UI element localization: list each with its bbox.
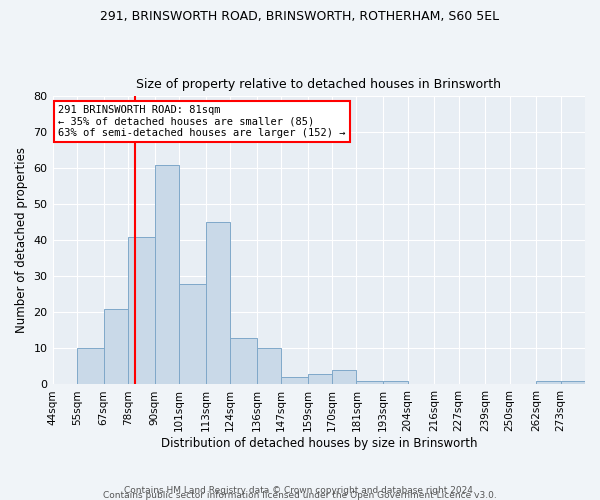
Text: Contains public sector information licensed under the Open Government Licence v3: Contains public sector information licen… xyxy=(103,490,497,500)
Bar xyxy=(536,381,560,384)
Bar xyxy=(281,378,308,384)
Bar xyxy=(560,381,585,384)
Title: Size of property relative to detached houses in Brinsworth: Size of property relative to detached ho… xyxy=(136,78,501,91)
Bar xyxy=(77,348,104,384)
Bar xyxy=(257,348,281,384)
Bar xyxy=(206,222,230,384)
Bar xyxy=(356,381,383,384)
Bar xyxy=(155,165,179,384)
Bar xyxy=(230,338,257,384)
Bar xyxy=(332,370,356,384)
X-axis label: Distribution of detached houses by size in Brinsworth: Distribution of detached houses by size … xyxy=(161,437,477,450)
Text: 291 BRINSWORTH ROAD: 81sqm
← 35% of detached houses are smaller (85)
63% of semi: 291 BRINSWORTH ROAD: 81sqm ← 35% of deta… xyxy=(58,105,346,138)
Text: Contains HM Land Registry data © Crown copyright and database right 2024.: Contains HM Land Registry data © Crown c… xyxy=(124,486,476,495)
Bar xyxy=(308,374,332,384)
Bar xyxy=(104,309,128,384)
Bar xyxy=(383,381,407,384)
Y-axis label: Number of detached properties: Number of detached properties xyxy=(15,148,28,334)
Text: 291, BRINSWORTH ROAD, BRINSWORTH, ROTHERHAM, S60 5EL: 291, BRINSWORTH ROAD, BRINSWORTH, ROTHER… xyxy=(100,10,500,23)
Bar xyxy=(128,237,155,384)
Bar xyxy=(179,284,206,384)
